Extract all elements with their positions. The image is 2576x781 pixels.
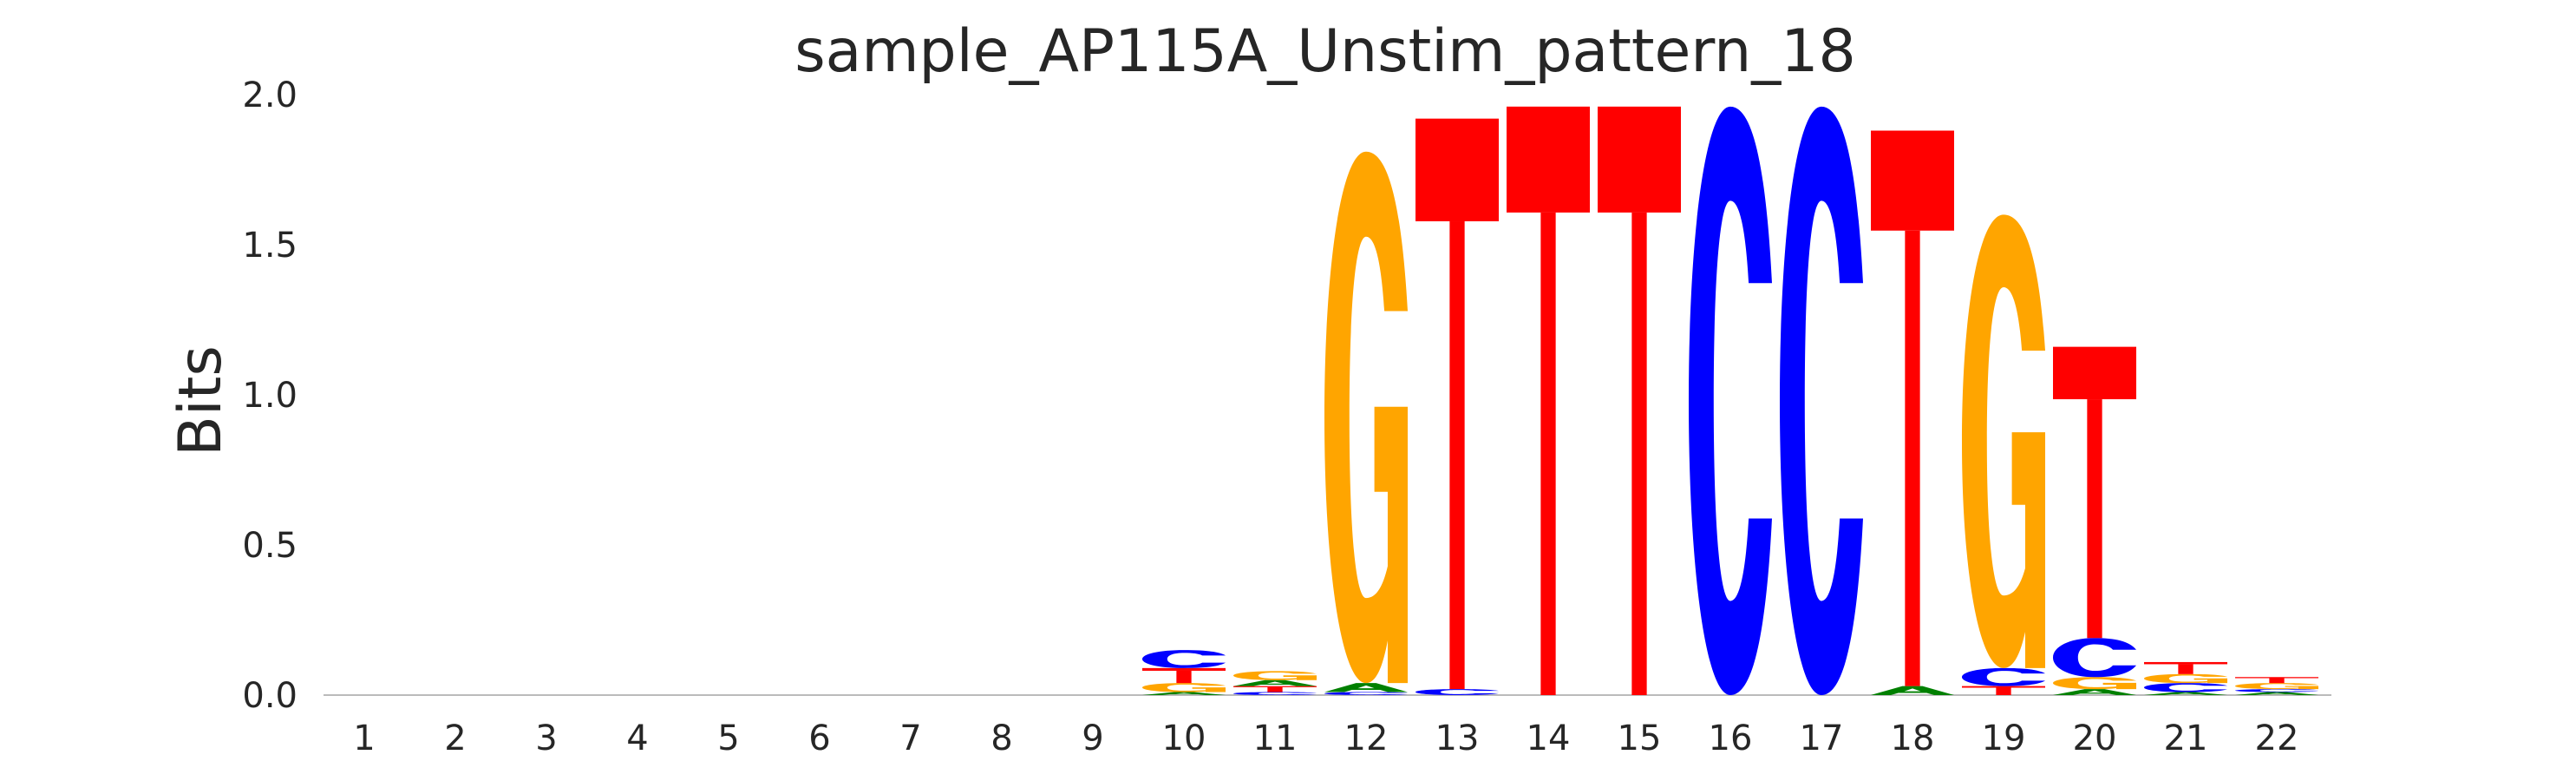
- logo-letter-g-pos-19: [1962, 214, 2045, 668]
- logo-letter-t-pos-11: [1233, 686, 1317, 692]
- logo-letter-c-pos-21: [2144, 683, 2227, 692]
- x-tick-label: 17: [1800, 719, 1844, 758]
- x-tick-label: 12: [1344, 719, 1389, 758]
- logo-letter-g-pos-20: [2053, 677, 2136, 690]
- logo-letter-c-pos-20: [2053, 638, 2136, 678]
- x-tick-label: 15: [1618, 719, 1662, 758]
- x-tick-label: 4: [626, 719, 648, 758]
- x-tick-label: 3: [535, 719, 557, 758]
- logo-letter-a-pos-20: [2053, 689, 2136, 695]
- x-tick-label: 21: [2164, 719, 2208, 758]
- logo-letter-c-pos-19: [1962, 667, 2045, 686]
- y-tick-label: 1.0: [242, 376, 297, 416]
- logo-letter-t-pos-18: [1871, 130, 1954, 686]
- x-tick-label: 13: [1435, 719, 1480, 758]
- logo-letter-t-pos-21: [2144, 661, 2227, 674]
- logo-letter-t-pos-19: [1962, 686, 2045, 695]
- logo-letter-c-pos-11: [1233, 692, 1317, 695]
- x-tick-label: 1: [353, 719, 375, 758]
- logo-letter-c-pos-13: [1415, 689, 1499, 695]
- x-tick-label: 16: [1709, 719, 1753, 758]
- logo-letter-c-pos-17: [1780, 106, 1863, 696]
- logo-letter-a-pos-22: [2235, 692, 2318, 695]
- logo-letter-a-pos-10: [1142, 692, 1226, 695]
- x-tick-label: 5: [717, 719, 739, 758]
- logo-letter-c-pos-12: [1324, 692, 1408, 695]
- x-tick-label: 20: [2073, 719, 2117, 758]
- logo-letter-a-pos-11: [1233, 679, 1317, 686]
- x-tick-label: 8: [991, 719, 1012, 758]
- logo-letter-g-pos-12: [1324, 151, 1408, 684]
- x-tick-label: 14: [1527, 719, 1571, 758]
- logo-letter-g-pos-22: [2235, 683, 2318, 690]
- logo-letter-a-pos-18: [1871, 686, 1954, 695]
- y-tick-label: 0.5: [242, 526, 297, 566]
- logo-letter-t-pos-22: [2235, 677, 2318, 684]
- logo-letter-t-pos-14: [1507, 106, 1590, 695]
- logo-letter-g-pos-11: [1233, 671, 1317, 680]
- x-tick-label: 7: [899, 719, 921, 758]
- logo-letter-t-pos-15: [1598, 106, 1681, 695]
- x-tick-label: 2: [444, 719, 466, 758]
- y-tick-label: 0.0: [242, 676, 297, 716]
- logo-letter-c-pos-22: [2235, 689, 2318, 692]
- x-tick-label: 10: [1162, 719, 1206, 758]
- logo-letter-a-pos-12: [1324, 683, 1408, 692]
- y-axis-label: Bits: [167, 345, 235, 456]
- logo-letters: [1142, 106, 2318, 696]
- logo-letter-t-pos-10: [1142, 667, 1226, 684]
- logo-letter-c-pos-16: [1689, 106, 1772, 696]
- x-tick-label: 9: [1082, 719, 1103, 758]
- chart-title: sample_AP115A_Unstim_pattern_18: [794, 17, 1856, 86]
- x-tick-label: 6: [808, 719, 830, 758]
- x-tick-label: 22: [2255, 719, 2299, 758]
- logo-letter-g-pos-21: [2144, 673, 2227, 684]
- logo-letter-t-pos-20: [2053, 346, 2136, 639]
- logo-letter-g-pos-10: [1142, 683, 1226, 692]
- logo-letter-a-pos-21: [2144, 692, 2227, 695]
- y-tick-label: 2.0: [242, 75, 297, 115]
- logo-letter-c-pos-10: [1142, 650, 1226, 668]
- x-tick-labels: 1 2 3 4 5 6 7 8 9 10 11 12 13 14 15 16 17 18 19 20 21 22: [353, 719, 2298, 758]
- y-tick-label: 1.5: [242, 226, 297, 266]
- logo-letter-t-pos-13: [1415, 118, 1499, 690]
- x-tick-label: 19: [1982, 719, 2026, 758]
- x-tick-label: 11: [1253, 719, 1298, 758]
- x-tick-label: 18: [1891, 719, 1935, 758]
- y-tick-labels: 0.0 0.5 1.0 1.5 2.0: [242, 75, 297, 716]
